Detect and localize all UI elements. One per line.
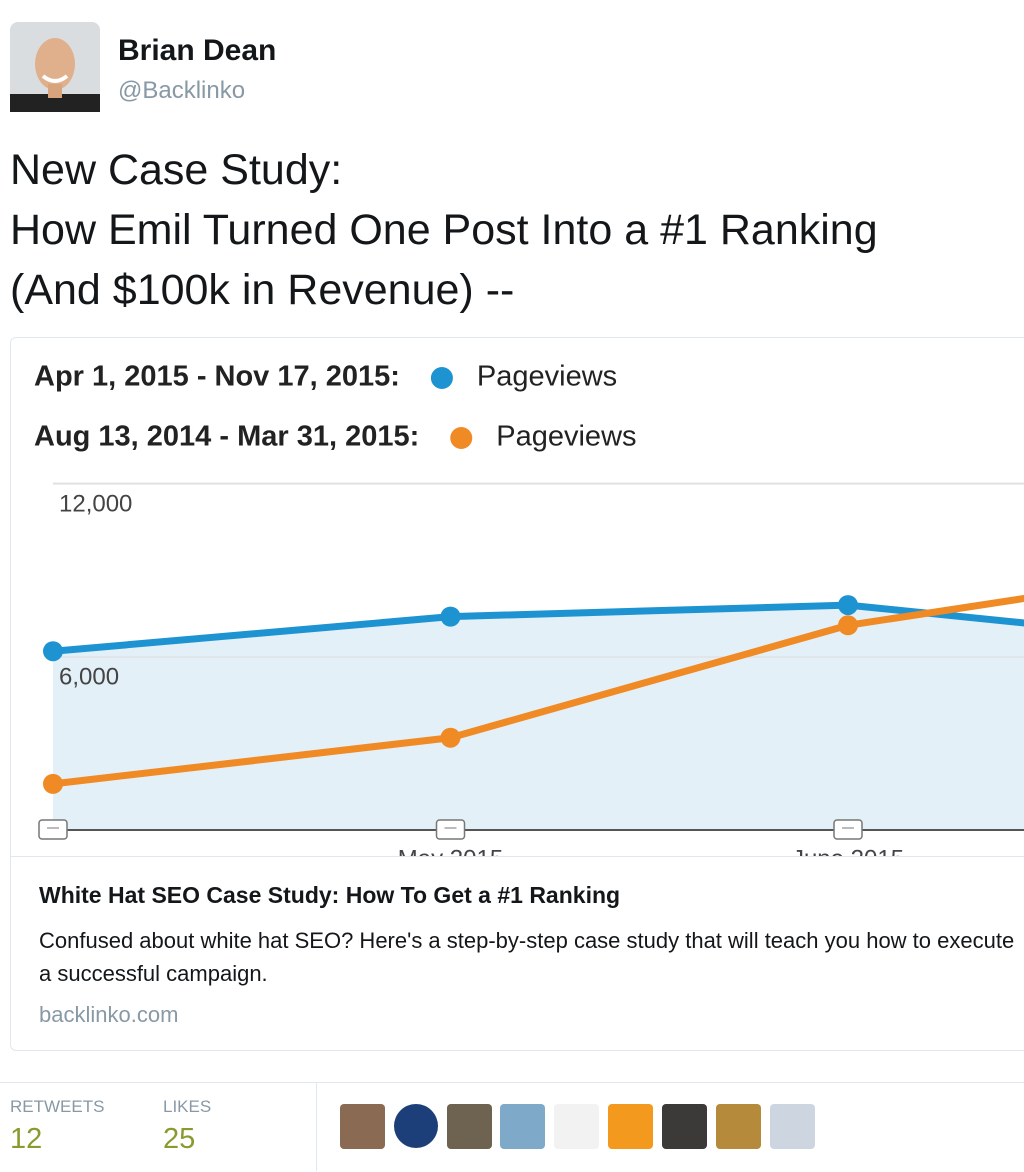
divider [0,1082,1024,1083]
liker-avatar[interactable] [500,1104,545,1149]
likers [340,1104,815,1149]
card-title: White Hat SEO Case Study: How To Get a #… [39,882,621,908]
author-name[interactable]: Brian Dean [118,34,277,67]
point [838,595,858,616]
card-domain: backlinko.com [39,1002,179,1027]
retweets-count[interactable]: 12 [10,1123,43,1155]
legend-marker [450,427,473,449]
chart: Apr 1, 2015 - Nov 17, 2015: Pageviews Aug … [11,338,1024,857]
line [52,594,1024,788]
x-tick-label: June 2015 [792,845,904,857]
point [440,727,461,748]
divider [316,1083,317,1171]
liker-avatar[interactable] [554,1104,599,1149]
card-description: Confused about white hat SEO? Here's a s… [39,928,1015,986]
likes-label[interactable]: LIKES [163,1097,212,1116]
point [440,606,461,627]
liker-avatar[interactable] [340,1104,385,1149]
tweet-text: New Case Study: [10,146,343,194]
link-card[interactable]: Apr 1, 2015 - Nov 17, 2015: Pageviews Aug … [10,337,1024,1051]
annotation-icon-body [833,819,863,840]
liker-avatar[interactable] [394,1104,438,1148]
annotation-icon [833,819,863,840]
y-tick-label: 12,000 [59,490,132,517]
liker-avatar[interactable] [608,1104,653,1149]
annotation-icon-body [38,819,68,840]
legend-period: Apr 1, 2015 - Nov 17, 2015: [34,361,400,393]
retweets-label[interactable]: RETWEETS [10,1097,105,1116]
annotation-icon-body [435,819,466,840]
legend-label: Pageviews [496,421,636,453]
area [53,605,1024,830]
likes-count[interactable]: 25 [163,1123,196,1155]
legend-marker [430,367,453,389]
tweet-text: (And $100k in Revenue) -- [10,266,515,314]
author-handle[interactable]: @Backlinko [118,77,246,104]
annotation-icon [38,819,68,840]
liker-avatar[interactable] [447,1104,492,1149]
avatar[interactable] [10,22,100,112]
legend-label: Pageviews [477,361,617,393]
x-tick-label: May 2015 [398,845,503,857]
liker-avatar[interactable] [770,1104,815,1149]
legend-period: Aug 13, 2014 - Mar 31, 2015: [34,421,419,453]
point [43,773,63,794]
line [52,601,1024,655]
liker-avatar[interactable] [716,1104,761,1149]
annotation-icon [435,819,466,840]
y-tick-label: 6,000 [59,663,119,690]
tweet-text: How Emil Turned One Post Into a #1 Ranki… [10,206,878,254]
point [838,615,858,636]
point [43,641,63,662]
liker-avatar[interactable] [662,1104,707,1149]
